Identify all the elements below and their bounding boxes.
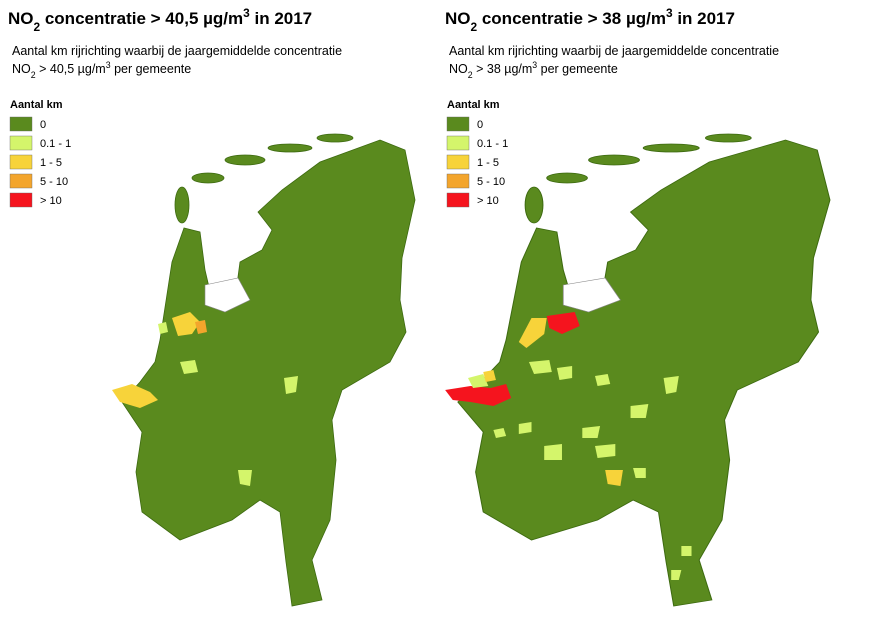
region [546,312,580,334]
legend-title: Aantal km [10,99,63,111]
text-part: per gemeente [537,62,618,76]
legend-swatch [9,116,33,132]
legend-swatch [9,135,33,151]
legend-label: 0.1 - 1 [40,138,71,150]
text-part: 3 [243,6,250,20]
legend-label: 0.1 - 1 [477,138,508,150]
text-part: 3 [666,6,673,20]
region [468,374,489,388]
legend-label: 5 - 10 [40,176,68,188]
legend-label: 1 - 5 [477,157,499,169]
region [528,360,552,374]
region [518,318,547,348]
text-part: in 2017 [673,9,735,28]
text-part: concentratie > 38 µg/m [477,9,666,28]
text-part: NO [449,62,468,76]
legend-swatch [446,192,470,208]
region [630,404,649,418]
text-part: in 2017 [250,9,312,28]
legend-label: 0 [477,119,483,131]
subtitle: Aantal km rijrichting waarbij de jaargem… [12,44,342,58]
region [595,444,616,458]
panel: NO2 concentratie > 40,5 µg/m3 in 2017 Aa… [8,6,416,607]
panel: NO2 concentratie > 38 µg/m3 in 2017 Aant… [445,6,831,607]
region [671,570,682,580]
legend-label: 1 - 5 [40,157,62,169]
text-part: 3 [532,60,537,70]
region [483,370,496,382]
text-part: > 38 µg/m [473,62,533,76]
text-part: concentratie > 40,5 µg/m [40,9,243,28]
region [518,422,532,434]
region [633,468,646,478]
region [284,376,298,394]
legend-label: > 10 [477,195,499,207]
legend-label: 0 [40,119,46,131]
region [195,320,207,334]
legend-swatch [446,154,470,170]
legend-label: 5 - 10 [477,176,505,188]
region [681,546,692,556]
text-part: 2 [471,20,478,34]
region [556,366,573,380]
text-part: NO [12,62,31,76]
text-part: > 40,5 µg/m [36,62,106,76]
legend-title: Aantal km [447,99,500,111]
legend-swatch [446,116,470,132]
subtitle: NO2 > 40,5 µg/m3 per gemeente [12,60,191,80]
subtitle: Aantal km rijrichting waarbij de jaargem… [449,44,779,58]
map [445,133,831,607]
region [112,384,158,408]
region [172,312,200,336]
legend-swatch [9,154,33,170]
legend-swatch [9,192,33,208]
text-part: 3 [106,60,111,70]
legend: Aantal km 0 0.1 - 1 1 - 5 5 - 10 > 10 [9,99,71,208]
region [605,470,623,486]
title: NO2 concentratie > 40,5 µg/m3 in 2017 [8,6,312,34]
region [663,376,679,394]
legend: Aantal km 0 0.1 - 1 1 - 5 5 - 10 > 10 [446,99,508,208]
region [493,428,507,438]
text-part: 2 [468,70,473,80]
region [180,360,198,374]
subtitle: NO2 > 38 µg/m3 per gemeente [449,60,618,80]
text-part: per gemeente [111,62,192,76]
map [112,133,416,607]
region [582,426,601,438]
legend-label: > 10 [40,195,62,207]
legend-swatch [9,173,33,189]
region [544,444,562,460]
text-part: 2 [34,20,41,34]
region [158,322,168,334]
region [445,384,512,406]
text-part: 2 [31,70,36,80]
text-part: NO [8,9,34,28]
text-part: NO [445,9,471,28]
region [595,374,611,386]
region [238,470,252,486]
legend-swatch [446,135,470,151]
title: NO2 concentratie > 38 µg/m3 in 2017 [445,6,735,34]
legend-swatch [446,173,470,189]
